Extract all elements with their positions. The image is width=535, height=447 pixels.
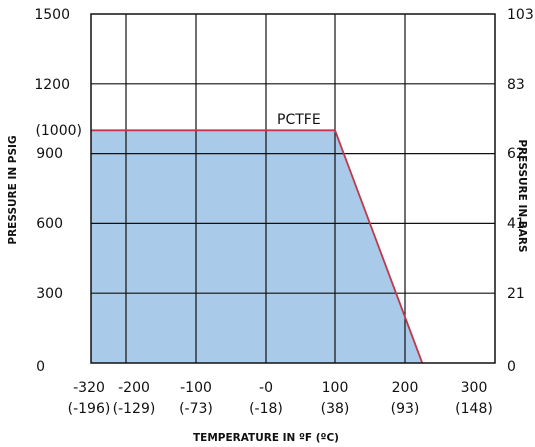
x-tick-c-neg18: (-18): [249, 401, 283, 417]
y-axis-title-left: PRESSURE IN PSIG: [7, 135, 19, 244]
plot-frame: [90, 13, 496, 364]
x-tick-f-0: -0: [259, 380, 273, 396]
y-right-tick-62: 62: [507, 146, 525, 162]
y-right-tick-103: 103: [507, 7, 534, 23]
pctfe-line: [91, 129, 424, 364]
y-right-tick-0: 0: [507, 359, 516, 375]
x-tick-f-200: 200: [392, 380, 419, 396]
y-left-tick-1000-annotation: (1000): [35, 123, 82, 139]
x-tick-f-neg100: -100: [180, 380, 212, 396]
x-tick-c-38: (38): [321, 401, 350, 417]
y-left-tick-1500: 1500: [34, 7, 70, 23]
x-tick-c-93: (93): [391, 401, 420, 417]
x-tick-f-100: 100: [322, 380, 349, 396]
x-tick-c-148: (148): [455, 401, 493, 417]
y-left-tick-0: 0: [36, 359, 45, 375]
pctfe-area: [91, 130, 423, 363]
y-right-tick-83: 83: [507, 77, 525, 93]
x-tick-c-neg73: (-73): [179, 401, 213, 417]
x-tick-c-neg196: (-196): [68, 401, 111, 417]
y-left-tick-900: 900: [36, 146, 63, 162]
y-left-tick-300: 300: [36, 286, 63, 302]
y-left-tick-600: 600: [36, 216, 63, 232]
y-right-tick-21: 21: [507, 286, 525, 302]
y-right-tick-41: 41: [507, 216, 525, 232]
y-axis-title-right: PRESSURE IN BARS: [516, 139, 528, 252]
series-label-pctfe: PCTFE: [277, 112, 321, 128]
x-tick-f-neg320: -320: [73, 380, 105, 396]
x-tick-c-neg129: (-129): [113, 401, 156, 417]
x-tick-f-300: 300: [461, 380, 488, 396]
y-left-tick-1200: 1200: [34, 77, 70, 93]
x-axis-title: TEMPERATURE IN ºF (ºC): [193, 432, 339, 444]
x-tick-f-neg200: -200: [118, 380, 150, 396]
